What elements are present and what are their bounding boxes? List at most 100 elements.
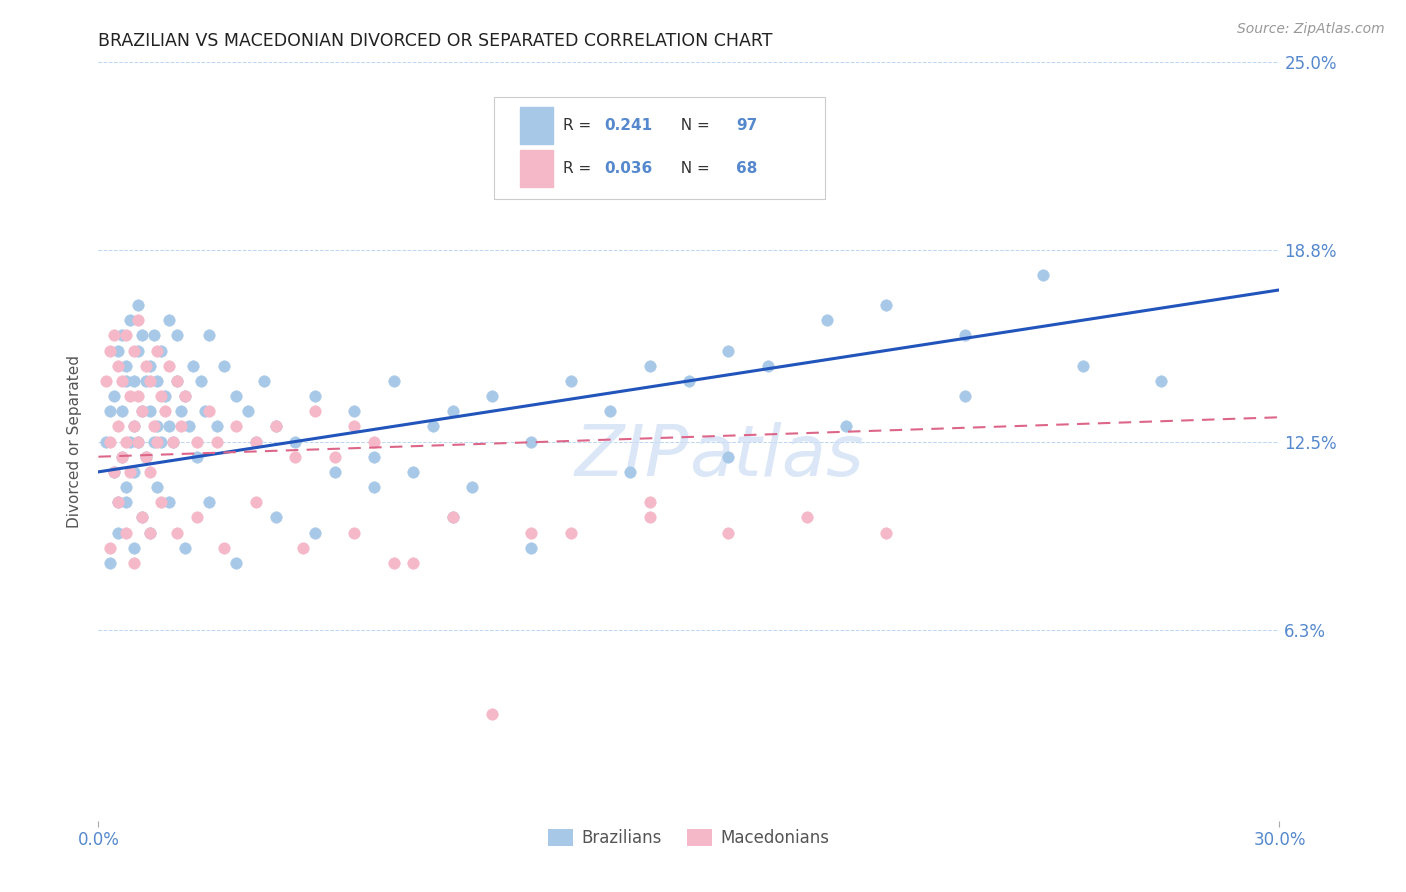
Point <box>343 525 366 540</box>
Point <box>481 707 503 722</box>
Point <box>264 510 287 524</box>
Point <box>225 389 247 403</box>
Point <box>162 434 184 449</box>
Text: 97: 97 <box>737 118 758 133</box>
Point <box>284 434 307 449</box>
Point <box>875 525 897 540</box>
Point <box>155 389 177 403</box>
Point <box>127 298 149 312</box>
Point <box>245 495 267 509</box>
Point <box>122 556 145 570</box>
Point <box>111 450 134 464</box>
Point <box>157 313 180 327</box>
Point <box>135 450 157 464</box>
Text: N =: N = <box>671 161 714 176</box>
Point <box>135 359 157 373</box>
Text: atlas: atlas <box>689 422 863 491</box>
Point <box>157 495 180 509</box>
Point <box>107 495 129 509</box>
Legend: Brazilians, Macedonians: Brazilians, Macedonians <box>541 822 837 854</box>
Point <box>177 419 200 434</box>
Point <box>96 434 118 449</box>
Point <box>560 525 582 540</box>
Point <box>122 374 145 388</box>
Point <box>225 419 247 434</box>
Point <box>205 434 228 449</box>
Point <box>131 328 153 343</box>
Point <box>138 525 160 540</box>
Point <box>1150 374 1173 388</box>
Point <box>107 525 129 540</box>
Point <box>96 374 118 388</box>
Point <box>131 510 153 524</box>
Point <box>115 495 138 509</box>
Point <box>441 510 464 524</box>
Point <box>115 525 138 540</box>
Point <box>115 359 138 373</box>
Point <box>461 480 484 494</box>
Point <box>1071 359 1094 373</box>
Point <box>127 313 149 327</box>
Point <box>560 374 582 388</box>
Point <box>103 328 125 343</box>
Point <box>122 419 145 434</box>
Text: R =: R = <box>562 161 596 176</box>
Point <box>138 465 160 479</box>
Point <box>174 541 197 555</box>
Point <box>122 343 145 358</box>
Point <box>304 389 326 403</box>
Point <box>98 556 121 570</box>
Point <box>717 450 740 464</box>
Point <box>118 313 141 327</box>
Point <box>98 434 121 449</box>
Point <box>717 343 740 358</box>
Point <box>103 465 125 479</box>
Point <box>107 495 129 509</box>
Point <box>131 404 153 418</box>
Bar <box>520 151 553 186</box>
Point <box>122 465 145 479</box>
Point <box>638 510 661 524</box>
Point <box>619 465 641 479</box>
Point <box>236 404 259 418</box>
Point <box>174 389 197 403</box>
Text: Source: ZipAtlas.com: Source: ZipAtlas.com <box>1237 22 1385 37</box>
Point <box>115 480 138 494</box>
Point <box>115 328 138 343</box>
Point <box>197 328 219 343</box>
Point <box>107 359 129 373</box>
Point <box>363 480 385 494</box>
Point <box>135 374 157 388</box>
Point <box>225 556 247 570</box>
Point <box>190 374 212 388</box>
Point <box>1032 268 1054 282</box>
Point <box>138 404 160 418</box>
Text: 0.241: 0.241 <box>605 118 652 133</box>
Point <box>264 419 287 434</box>
Point <box>953 328 976 343</box>
Point <box>138 374 160 388</box>
Point <box>111 450 134 464</box>
Point <box>304 404 326 418</box>
Point <box>111 328 134 343</box>
Point <box>166 374 188 388</box>
Point <box>155 404 177 418</box>
Point <box>382 556 405 570</box>
Point <box>103 389 125 403</box>
Point <box>115 434 138 449</box>
Point <box>520 525 543 540</box>
Point <box>264 419 287 434</box>
Point <box>127 389 149 403</box>
Point <box>186 510 208 524</box>
Point <box>131 404 153 418</box>
Point <box>181 359 204 373</box>
Point <box>142 419 165 434</box>
Point <box>363 434 385 449</box>
Point <box>186 450 208 464</box>
Point <box>205 419 228 434</box>
Point <box>253 374 276 388</box>
Point <box>441 510 464 524</box>
Point <box>323 450 346 464</box>
Point <box>245 434 267 449</box>
Point <box>214 541 236 555</box>
